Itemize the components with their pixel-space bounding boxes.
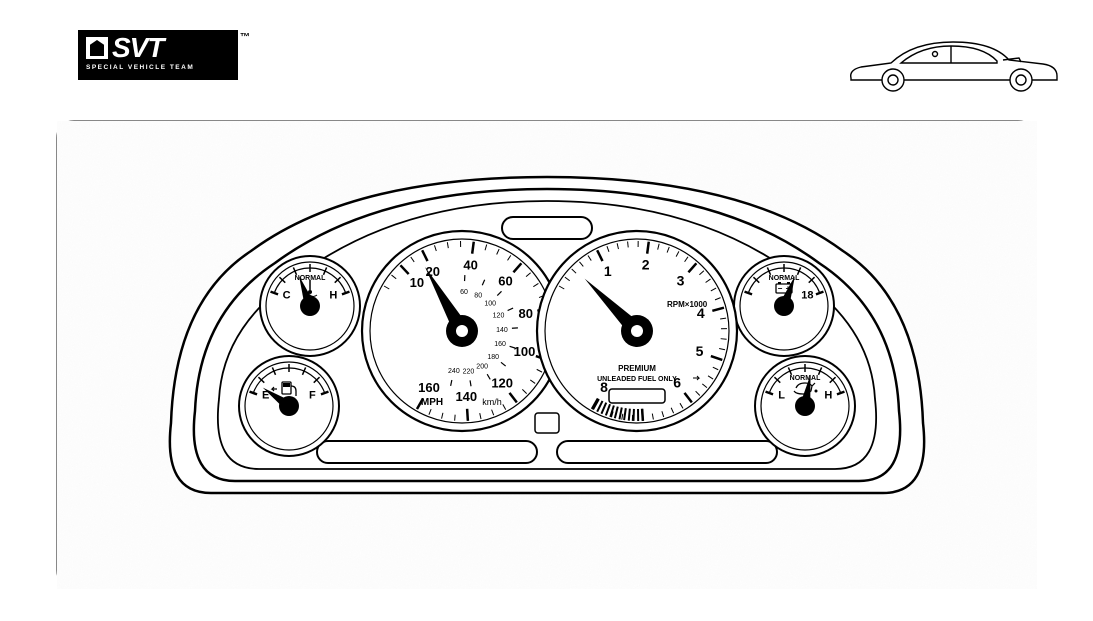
svg-text:80: 80 (519, 306, 533, 321)
svg-text:−: − (778, 284, 783, 293)
svg-text:160: 160 (494, 341, 506, 348)
svg-text:60: 60 (460, 289, 468, 296)
svg-text:RPM×1000: RPM×1000 (667, 300, 708, 309)
svg-text:140: 140 (496, 327, 508, 334)
svg-text:F: F (309, 390, 316, 402)
svg-text:180: 180 (487, 354, 499, 361)
svg-text:5: 5 (696, 343, 704, 359)
svg-text:80: 80 (474, 292, 482, 299)
svg-text:1: 1 (604, 263, 612, 279)
svg-text:3: 3 (677, 272, 685, 288)
svg-text:PREMIUM: PREMIUM (618, 364, 656, 373)
svg-text:200: 200 (476, 364, 488, 371)
svg-text:40: 40 (463, 258, 477, 273)
logo-text: SVT (112, 34, 163, 62)
svg-text:160: 160 (418, 380, 440, 395)
svg-text:120: 120 (491, 375, 513, 390)
cobra-icon (86, 37, 108, 59)
svg-text:120: 120 (493, 313, 505, 320)
svg-text:UNLEADED FUEL ONLY: UNLEADED FUEL ONLY (597, 376, 677, 383)
trademark: ™ (240, 32, 250, 43)
svg-text:60: 60 (498, 273, 512, 288)
svg-text:2: 2 (642, 257, 650, 273)
svg-text:140: 140 (455, 389, 477, 404)
diagram-panel: CHNORMALEF18NORMAL−+LHNORMAL102040608010… (56, 120, 1036, 588)
svg-text:C: C (283, 290, 291, 302)
svg-text:100: 100 (514, 344, 536, 359)
svg-text:18: 18 (801, 290, 813, 302)
instrument-cluster-diagram: CHNORMALEF18NORMAL−+LHNORMAL102040608010… (57, 121, 1037, 589)
svg-text:NORMAL: NORMAL (790, 375, 821, 382)
svg-text:MPH: MPH (421, 397, 443, 408)
svg-text:10: 10 (410, 275, 424, 290)
svg-text:H: H (824, 390, 832, 402)
svg-text:km/h: km/h (482, 397, 502, 407)
svt-logo: SVT SPECIAL VEHICLE TEAM (78, 30, 238, 80)
svg-text:NORMAL: NORMAL (769, 275, 800, 282)
svg-text:240: 240 (448, 368, 460, 375)
svg-text:+: + (786, 284, 791, 293)
svg-text:100: 100 (484, 301, 496, 308)
logo-subtitle: SPECIAL VEHICLE TEAM (86, 64, 230, 71)
svg-text:H: H (329, 290, 337, 302)
svg-text:L: L (778, 390, 785, 402)
svg-text:220: 220 (463, 368, 475, 375)
car-silhouette-icon (843, 30, 1063, 95)
